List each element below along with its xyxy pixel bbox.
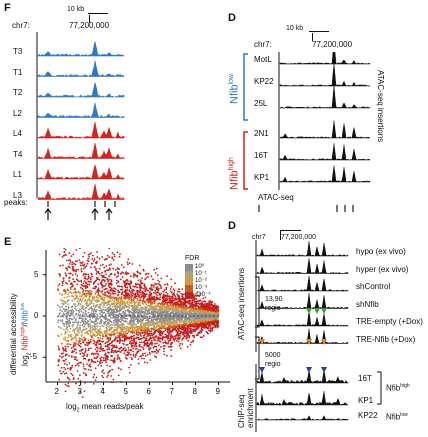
chip-signal-kp1 (257, 391, 348, 405)
panel-f-arrows (0, 207, 130, 221)
fdr-legend-title: FDR (185, 255, 199, 263)
navy-arrowheads (259, 367, 327, 373)
track-signal-t2 (38, 83, 124, 98)
track-signal-kp22 (280, 63, 370, 86)
fdr-legend-swatch-1 (185, 271, 193, 278)
track-label-16t: 16T (254, 151, 268, 160)
x-tick-4: 4 (101, 387, 105, 396)
panel-e-xlabel: log2 mean reads/peak (66, 402, 144, 416)
y-tick-0: 5 (34, 270, 38, 279)
panel-d-top-tracks-svg (278, 52, 372, 192)
fdr-legend-label-3: 10⁻³ (195, 285, 207, 292)
panel-d-top-chr: chr7: (254, 40, 272, 49)
track-label-l4: L4 (13, 129, 22, 138)
track-signal-t4 (38, 143, 124, 158)
track-signal-2 (257, 276, 348, 291)
panel-d-bottom-tracks-svg (254, 240, 350, 434)
fdr-legend-swatch-4 (185, 292, 193, 299)
track-label-t4: T4 (13, 150, 22, 159)
panel-f-coord-tick (89, 15, 90, 23)
track-label-t2: T2 (13, 88, 22, 97)
chip-track-label-16t: 16T (358, 374, 372, 383)
x-tick-6: 6 (147, 387, 151, 396)
track-label-5: TRE-Nfib (+Dox) (356, 335, 415, 344)
panel-d-bottom-label: D (228, 220, 236, 232)
panel-d-top-label: D (228, 12, 236, 24)
track-signal-5 (257, 329, 348, 344)
track-signal-t1 (38, 61, 124, 77)
fdr-legend-swatch-2 (185, 278, 193, 285)
track-label-4: TRE-empty (+Dox) (356, 317, 423, 326)
panel-d-top-atac-label: ATAC-seq (258, 193, 294, 202)
panel-f-label: F (4, 2, 11, 14)
track-label-kp1: KP1 (254, 173, 269, 182)
track-signal-4 (257, 311, 348, 326)
chip-high-bracket (376, 370, 384, 406)
track-signal-l2 (38, 103, 124, 118)
panel-d-top-side-label: ATAC-seq insertions (376, 70, 428, 79)
track-signal-l1 (38, 165, 124, 179)
panel-e-plot-svg (30, 248, 250, 398)
fdr-legend-swatch-0 (185, 264, 193, 271)
chip-high-group-label: Nfibhigh (386, 382, 410, 393)
panel-d-top-peak-bars (256, 205, 376, 215)
track-signal-motl (280, 52, 370, 64)
track-signal-l3 (38, 184, 124, 199)
fdr-legend-label-0: 10⁰ (195, 264, 204, 271)
track-label-motl: MotL (254, 55, 272, 64)
track-label-t1: T1 (13, 68, 22, 77)
panel-e-label: E (4, 236, 11, 248)
track-signal-25l (280, 85, 370, 108)
panel-f-scale-bar (88, 13, 108, 14)
track-signal-t3 (38, 41, 124, 56)
track-signal-kp1 (280, 166, 370, 182)
track-label-0: hypo (ex vivo) (356, 247, 406, 256)
track-label-1: hyper (ex vivo) (356, 265, 408, 274)
chip-signal-16t (257, 370, 348, 383)
track-label-3: shNfib (356, 300, 379, 309)
panel-d-top-scale-label: 10 kb (286, 25, 303, 33)
chip-track-label-kp1: KP1 (358, 396, 373, 405)
track-signal-1 (257, 258, 348, 273)
green-arrowheads (306, 308, 327, 314)
track-label-l1: L1 (13, 170, 22, 179)
track-label-l2: L2 (13, 109, 22, 118)
x-tick-9: 9 (216, 387, 220, 396)
fdr-legend-label-4: ≤10⁻⁴ (195, 292, 211, 299)
track-label-2: shControl (356, 282, 390, 291)
panel-d-top-brackets (238, 52, 250, 192)
panel-f-chr: chr7: (12, 21, 30, 30)
x-tick-5: 5 (124, 387, 128, 396)
y-tick-1: 0 (34, 311, 38, 320)
y-tick-2: -5 (30, 352, 37, 361)
x-tick-8: 8 (193, 387, 197, 396)
chip-signal-kp22 (257, 416, 348, 420)
track-label-t3: T3 (13, 47, 22, 56)
x-tick-7: 7 (170, 387, 174, 396)
panel-d-top-scale-bar (309, 31, 329, 32)
panel-f-peaks-label: peaks: (4, 198, 28, 207)
fdr-legend-label-1: 10⁻¹ (195, 271, 207, 278)
track-label-kp22: KP22 (254, 77, 274, 86)
panel-d-bottom-scale-bar (281, 230, 301, 231)
chip-low-group-label: Nfiblow (386, 411, 408, 422)
track-label-2n1: 2N1 (254, 129, 269, 138)
x-tick-2: 2 (55, 387, 59, 396)
track-signal-0 (257, 241, 348, 256)
fdr-legend-swatch-3 (185, 285, 193, 292)
track-signal-3 (257, 293, 348, 308)
track-label-25l: 25L (254, 99, 267, 108)
track-signal-l4 (38, 122, 124, 138)
x-tick-3: 3 (78, 387, 82, 396)
track-signal-2n1 (280, 121, 370, 138)
track-signal-16t (280, 143, 370, 160)
panel-f-scale-label: 10 kb (67, 6, 84, 14)
fdr-legend-label-2: 10⁻² (195, 278, 207, 285)
panel-d-top-coord: 77,200,000 (312, 40, 352, 49)
chip-low-track-label: KP22 (358, 411, 378, 420)
